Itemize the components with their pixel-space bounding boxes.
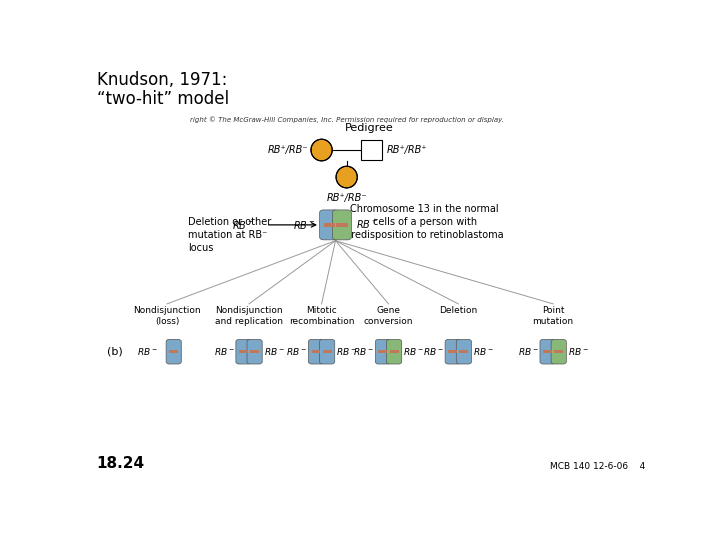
Bar <box>543 350 552 353</box>
Text: $RB^+$: $RB^+$ <box>356 218 378 232</box>
Text: Pedigree: Pedigree <box>345 123 393 133</box>
Text: $RB^-$: $RB^-$ <box>286 346 307 357</box>
FancyBboxPatch shape <box>445 340 460 364</box>
Text: RB⁺/RB⁺: RB⁺/RB⁺ <box>387 145 428 155</box>
Text: $RB^-$: $RB^-$ <box>567 346 589 357</box>
FancyBboxPatch shape <box>247 340 262 364</box>
Text: Point
mutation: Point mutation <box>533 306 574 326</box>
Bar <box>323 223 335 227</box>
Text: 18.24: 18.24 <box>96 456 145 471</box>
Text: $RB^-$: $RB^-$ <box>423 346 444 357</box>
Text: right © The McGraw-Hill Companies, Inc. Permission required for reproduction or : right © The McGraw-Hill Companies, Inc. … <box>189 117 504 124</box>
Ellipse shape <box>336 166 357 188</box>
FancyBboxPatch shape <box>236 340 251 364</box>
Bar <box>459 350 468 353</box>
Text: $RB^-$: $RB^-$ <box>473 346 494 357</box>
Text: RB⁺/RB⁻: RB⁺/RB⁻ <box>326 193 367 203</box>
Text: Deletion: Deletion <box>439 306 477 315</box>
Bar <box>323 350 332 353</box>
Bar <box>239 350 248 353</box>
Text: $RB^-$: $RB^-$ <box>518 346 539 357</box>
FancyBboxPatch shape <box>375 340 390 364</box>
Text: $RB^-$: $RB^-$ <box>353 346 374 357</box>
Text: $RB^-$: $RB^-$ <box>232 219 255 231</box>
Bar <box>554 350 563 353</box>
Text: “two-hit” model: “two-hit” model <box>96 90 229 108</box>
FancyBboxPatch shape <box>361 140 382 160</box>
Text: $RB^-$: $RB^-$ <box>293 219 315 231</box>
FancyBboxPatch shape <box>320 340 335 364</box>
FancyBboxPatch shape <box>387 340 402 364</box>
Text: Deletion or other
mutation at RB⁻
locus: Deletion or other mutation at RB⁻ locus <box>188 217 271 253</box>
Bar <box>390 350 399 353</box>
FancyBboxPatch shape <box>166 340 181 364</box>
Text: MCB 140 12-6-06    4: MCB 140 12-6-06 4 <box>550 462 645 471</box>
FancyBboxPatch shape <box>333 210 351 240</box>
Text: Gene
conversion: Gene conversion <box>364 306 413 326</box>
FancyBboxPatch shape <box>456 340 472 364</box>
Text: $RB^-$: $RB^-$ <box>214 346 235 357</box>
Text: Nondisjunction
(loss): Nondisjunction (loss) <box>133 306 201 326</box>
FancyBboxPatch shape <box>551 340 567 364</box>
Bar <box>169 350 178 353</box>
Text: Nondisjunction
and replication: Nondisjunction and replication <box>215 306 283 326</box>
Text: RB⁺/RB⁻: RB⁺/RB⁻ <box>268 145 308 155</box>
Text: Knudson, 1971:: Knudson, 1971: <box>96 71 227 89</box>
Text: Mitotic
recombination: Mitotic recombination <box>289 306 354 326</box>
Text: $RB^-$: $RB^-$ <box>137 346 158 357</box>
Text: $RB^-$: $RB^-$ <box>336 346 357 357</box>
Text: $RB^-$: $RB^-$ <box>403 346 424 357</box>
Bar <box>449 350 457 353</box>
Bar <box>379 350 387 353</box>
Text: $RB^-$: $RB^-$ <box>264 346 284 357</box>
FancyBboxPatch shape <box>308 340 323 364</box>
Bar <box>336 223 348 227</box>
Text: (b): (b) <box>107 347 122 357</box>
FancyBboxPatch shape <box>540 340 555 364</box>
Bar <box>312 350 320 353</box>
FancyBboxPatch shape <box>320 210 338 240</box>
Ellipse shape <box>311 139 332 161</box>
Bar <box>250 350 259 353</box>
Text: Chromosome 13 in the normal
cells of a person with
predisposition to retinoblast: Chromosome 13 in the normal cells of a p… <box>346 204 504 240</box>
